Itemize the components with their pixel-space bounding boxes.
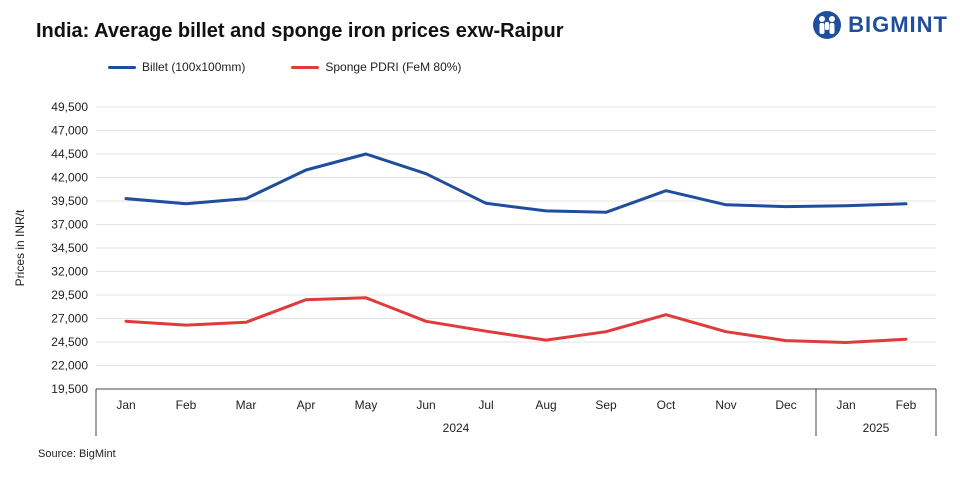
x-tick-label: Jan [116, 398, 135, 412]
x-tick-label: Jul [478, 398, 493, 412]
y-tick-label: 24,500 [51, 335, 88, 349]
y-tick-label: 34,500 [51, 241, 88, 255]
y-tick-label: 39,500 [51, 194, 88, 208]
y-tick-label: 22,000 [51, 359, 88, 373]
y-tick-label: 27,000 [51, 312, 88, 326]
x-tick-label: Feb [176, 398, 197, 412]
y-tick-label: 49,500 [51, 100, 88, 114]
x-tick-label: Mar [236, 398, 257, 412]
x-tick-label: Jan [836, 398, 855, 412]
legend-item-sponge: Sponge PDRI (FeM 80%) [291, 60, 461, 74]
brand-name: BIGMINT [848, 12, 948, 37]
legend-label-sponge: Sponge PDRI (FeM 80%) [325, 60, 462, 74]
x-tick-label: Feb [896, 398, 917, 412]
source-note: Source: BigMint [38, 448, 116, 460]
y-tick-label: 29,500 [51, 288, 88, 302]
chart-legend: Billet (100x100mm) Sponge PDRI (FeM 80%) [108, 60, 461, 74]
x-tick-label: May [355, 398, 378, 412]
series-line-billet [124, 152, 908, 214]
year-group-label: 2024 [443, 421, 470, 435]
x-tick-label: Apr [297, 398, 316, 412]
y-tick-label: 32,000 [51, 265, 88, 279]
series-line-sponge [124, 296, 908, 344]
y-axis-label: Prices in INR/t [13, 209, 27, 286]
y-tick-label: 19,500 [51, 382, 88, 396]
x-tick-label: Aug [535, 398, 556, 412]
x-tick-label: Sep [595, 398, 617, 412]
y-tick-label: 42,000 [51, 171, 88, 185]
y-tick-label: 37,000 [51, 218, 88, 232]
brand-logo: BIGMINT [812, 10, 948, 40]
legend-swatch-billet [108, 65, 136, 69]
x-tick-label: Nov [715, 398, 736, 412]
x-tick-label: Oct [657, 398, 676, 412]
legend-label-billet: Billet (100x100mm) [142, 60, 246, 74]
year-group-label: 2025 [863, 421, 890, 435]
x-tick-label: Jun [416, 398, 435, 412]
y-tick-label: 47,000 [51, 124, 88, 138]
legend-item-billet: Billet (100x100mm) [108, 60, 245, 74]
x-tick-label: Dec [775, 398, 796, 412]
chart-title: India: Average billet and sponge iron pr… [36, 20, 564, 42]
legend-swatch-sponge [291, 65, 320, 69]
y-tick-label: 44,500 [51, 147, 88, 161]
bigmint-logo-icon [813, 11, 842, 39]
